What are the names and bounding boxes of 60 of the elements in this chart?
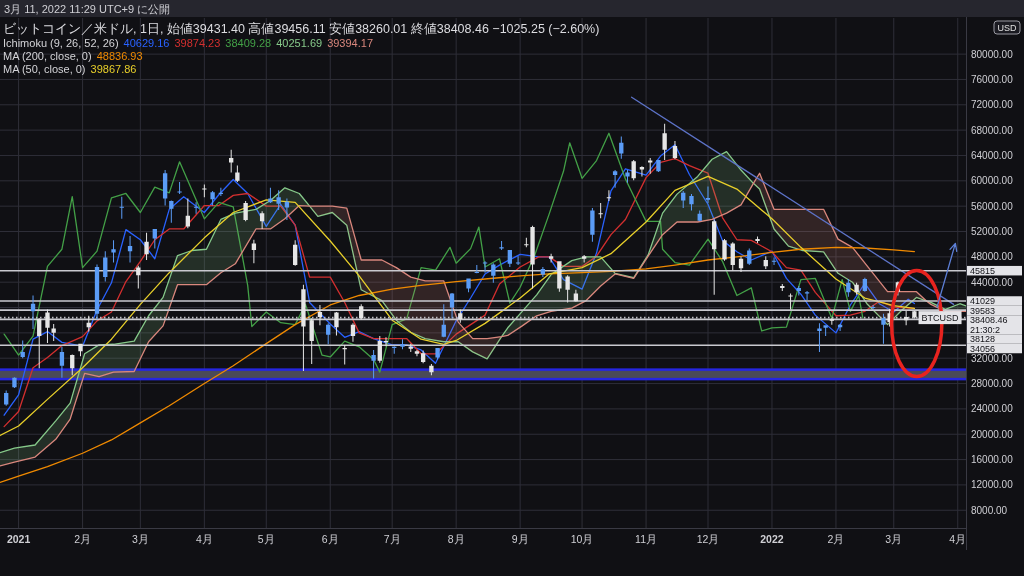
annotation: 40251.69 — [276, 37, 323, 49]
ref-line-label: 38408.46 — [970, 315, 1008, 326]
y-tick-label: 16000.00 — [971, 454, 1014, 466]
chart-title: ビットコイン／米ドル, 1日, 始値39431.40 高値39456.11 安値38260.01 終値38408.46 −1025.25 (−2.60%) — [3, 21, 600, 36]
y-tick-label: 60000.00 — [971, 175, 1014, 187]
annotation: 39394.17 — [327, 37, 374, 49]
y-axis-title: USD — [997, 22, 1017, 33]
x-tick-label: 3月 — [131, 533, 149, 545]
y-tick-label: 64000.00 — [971, 149, 1014, 161]
x-tick-label: 10月 — [570, 533, 594, 545]
y-tick-label: 48000.00 — [971, 251, 1014, 263]
annotation: 38409.28 — [225, 37, 272, 49]
y-tick-label: 72000.00 — [971, 99, 1014, 111]
x-tick-label: 11月 — [635, 533, 658, 545]
x-tick-label: 5月 — [257, 533, 275, 545]
y-tick-label: 80000.00 — [971, 48, 1014, 60]
y-tick-label: 44000.00 — [971, 276, 1014, 288]
annotation: 48836.93 — [96, 50, 143, 62]
annotation: 39874.23 — [174, 37, 221, 49]
chart-subtitle: 3月 11, 2022 11:29 UTC+9 に公開 — [4, 3, 171, 15]
x-tick-label: 2021 — [6, 533, 31, 545]
y-tick-label: 20000.00 — [971, 428, 1014, 440]
annotation: MA (50, close, 0) — [3, 63, 86, 75]
ref-line-label: 39583 — [970, 305, 996, 316]
y-tick-label: 52000.00 — [971, 226, 1014, 237]
ref-line-label: 45815 — [970, 265, 996, 276]
x-tick-label: 4月 — [949, 533, 967, 545]
x-tick-label: 4月 — [195, 533, 213, 545]
x-tick-label: 9月 — [511, 533, 529, 545]
x-tick-label: 6月 — [321, 533, 339, 545]
y-tick-label: 76000.00 — [971, 73, 1014, 85]
x-tick-label: 2月 — [74, 533, 91, 545]
price-tag: 34056 — [967, 343, 1022, 354]
price-tag: 39583 — [967, 305, 1022, 316]
price-tag: 41029 — [967, 296, 1022, 306]
ref-line-label: 34056 — [970, 343, 996, 354]
y-tick-label: 32000.00 — [971, 352, 1014, 364]
ref-line-label: 41029 — [970, 296, 996, 307]
price-tag: 38128 — [967, 334, 1022, 344]
ref-line-label: 38128 — [970, 334, 996, 345]
annotation: MA (200, close, 0) — [3, 50, 92, 62]
y-tick-label: 68000.00 — [971, 124, 1014, 136]
annotation: 39867.86 — [90, 63, 137, 75]
ylabel: USD — [993, 20, 1021, 35]
y-tick-label: 8000.00 — [971, 504, 1008, 516]
y-tick-label: 56000.00 — [971, 200, 1014, 212]
annotation: 40629.16 — [123, 37, 170, 49]
x-tick-label: 2月 — [827, 533, 845, 545]
label: BTCUSD — [918, 311, 962, 325]
price-tag: 38408.46 21:30:2 — [967, 315, 1022, 335]
x-tick-label: 7月 — [383, 533, 401, 545]
y-tick-label: 12000.00 — [971, 479, 1014, 491]
x-tick-label: 8月 — [447, 533, 465, 545]
x-tick-label: 2022 — [760, 533, 784, 545]
price-tag: 45815 — [967, 265, 1022, 276]
y-tick-label: 24000.00 — [971, 403, 1014, 415]
x-tick-label: 3月 — [885, 533, 903, 545]
y-tick-label: 28000.00 — [971, 378, 1014, 390]
annotation: Ichimoku (9, 26, 52, 26) — [3, 37, 119, 49]
x-tick-label: 12月 — [696, 533, 720, 545]
